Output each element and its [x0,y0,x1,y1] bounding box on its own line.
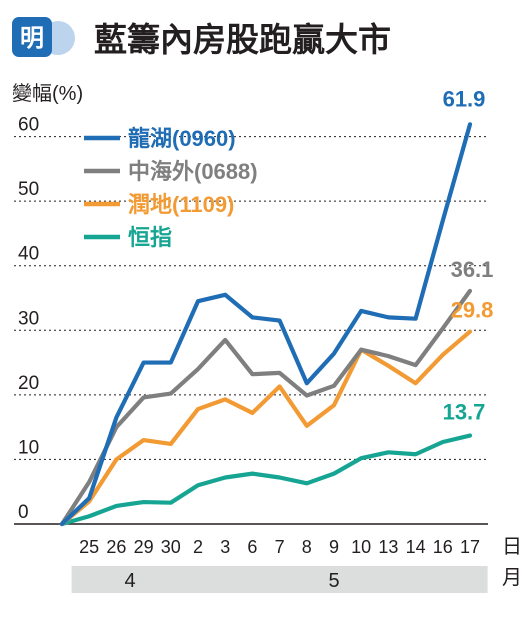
series-line-2 [59,329,473,527]
month-band [180,566,488,593]
legend: 龍湖(0960) 中海外(0688) 潤地(1109) 恒指 [84,126,258,250]
y-tick-label: 30 [18,308,39,329]
x-ticks: 25 26 29 30 2 3 6 7 8 9 10 13 14 16 17 [79,537,480,557]
legend-label-0: 龍湖(0960) [128,126,236,151]
x-tick-label: 7 [275,537,285,557]
x-tick-label: 3 [220,537,230,557]
y-tick-label: 60 [18,115,39,136]
series-line-3 [59,433,473,527]
x-tick-label: 16 [433,537,453,557]
legend-label-3: 恒指 [128,225,172,250]
series-line-1 [59,288,473,527]
chart-title: 藍籌內房股跑贏大市 [94,21,391,58]
y-tick-label: 40 [18,244,39,265]
logo-badge [12,17,52,57]
legend-label-1: 中海外(0688) [128,159,258,184]
end-label-3: 13.7 [443,400,486,425]
x-tick-label: 10 [351,537,371,557]
y-tick-label: 10 [18,437,39,458]
x-tick-label: 6 [247,537,257,557]
legend-label-2: 潤地(1109) [128,192,234,217]
x-tick-label: 2 [193,537,203,557]
end-labels: 61.9 36.1 29.8 13.7 [443,86,494,424]
month-band [71,566,189,593]
series-lines [59,122,473,527]
end-label-1: 36.1 [451,257,494,282]
x-tick-label: 26 [106,537,126,557]
x-axis-day-label: 日 [502,536,522,558]
series-line-0 [59,122,473,527]
x-tick-label: 14 [406,537,426,557]
x-tick-label: 9 [329,537,339,557]
x-tick-label: 8 [302,537,312,557]
y-tick-label: 0 [18,502,29,523]
end-label-0: 61.9 [443,86,486,111]
month-label: 4 [124,570,135,592]
y-ticks: 0 10 20 30 40 50 60 [18,115,39,523]
month-label: 5 [328,570,339,592]
x-tick-label: 25 [79,537,99,557]
gridlines [14,136,488,525]
x-tick-label: 17 [460,537,480,557]
x-axis-month-label: 月 [502,567,522,589]
y-tick-label: 20 [18,373,39,394]
end-label-2: 29.8 [451,298,494,323]
y-axis-label: 變幅(%) [12,82,83,105]
y-tick-label: 50 [18,179,39,200]
logo-text: 明 [20,25,44,52]
x-tick-label: 30 [161,537,181,557]
x-tick-label: 13 [378,537,398,557]
x-tick-label: 29 [134,537,154,557]
header: 明 藍籌內房股跑贏大市 [12,17,391,58]
